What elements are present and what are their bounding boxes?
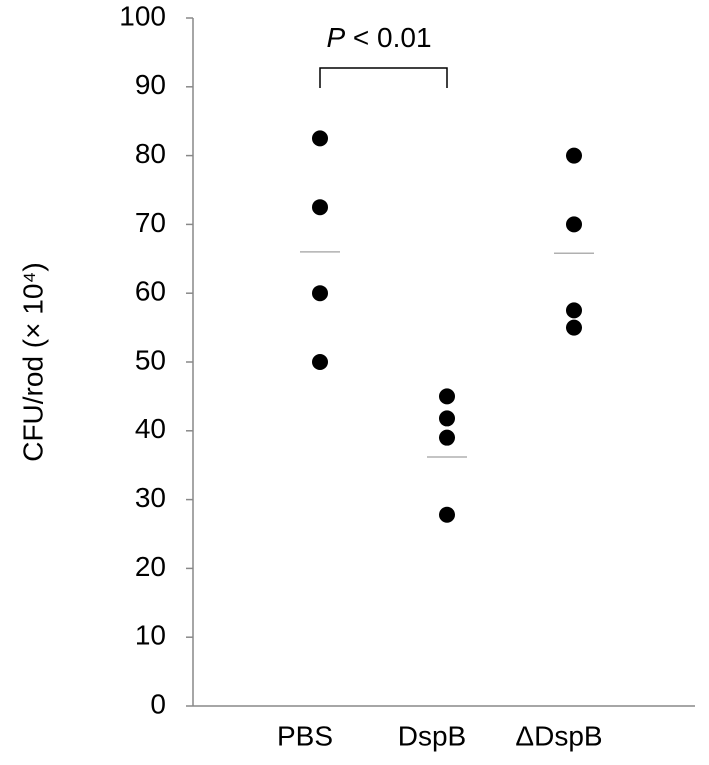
data-point (312, 354, 328, 370)
y-tick-label: 10 (135, 620, 166, 651)
y-tick-label: 70 (135, 207, 166, 238)
x-tick-label: PBS (277, 720, 333, 751)
x-tick-label: DspB (398, 720, 466, 751)
y-axis-label: CFU/rod (× 10⁴) (17, 262, 48, 462)
data-point (439, 506, 455, 523)
data-point (566, 147, 582, 164)
data-point (312, 285, 328, 302)
significance-bracket (319, 67, 448, 88)
data-point (566, 319, 582, 336)
y-tick-label: 20 (135, 551, 166, 582)
p-symbol: P (326, 22, 345, 53)
x-tick-label: ΔDspB (515, 720, 602, 751)
y-tick-label: 50 (135, 344, 166, 375)
p-value: < 0.01 (353, 22, 432, 53)
data-point (439, 429, 455, 446)
y-tick-label: 0 (150, 688, 166, 719)
data-point (566, 216, 582, 233)
y-tick-label: 40 (135, 413, 166, 444)
data-point (312, 130, 328, 147)
data-point (312, 199, 328, 216)
significance-label: P < 0.01 (326, 22, 431, 53)
y-tick-label: 30 (135, 482, 166, 513)
y-tick-label: 100 (119, 0, 166, 31)
data-point (566, 302, 582, 319)
y-tick-label: 90 (135, 69, 166, 100)
data-point (439, 410, 455, 427)
y-tick-label: 60 (135, 276, 166, 307)
y-tick-label: 80 (135, 138, 166, 169)
data-point (439, 388, 455, 405)
